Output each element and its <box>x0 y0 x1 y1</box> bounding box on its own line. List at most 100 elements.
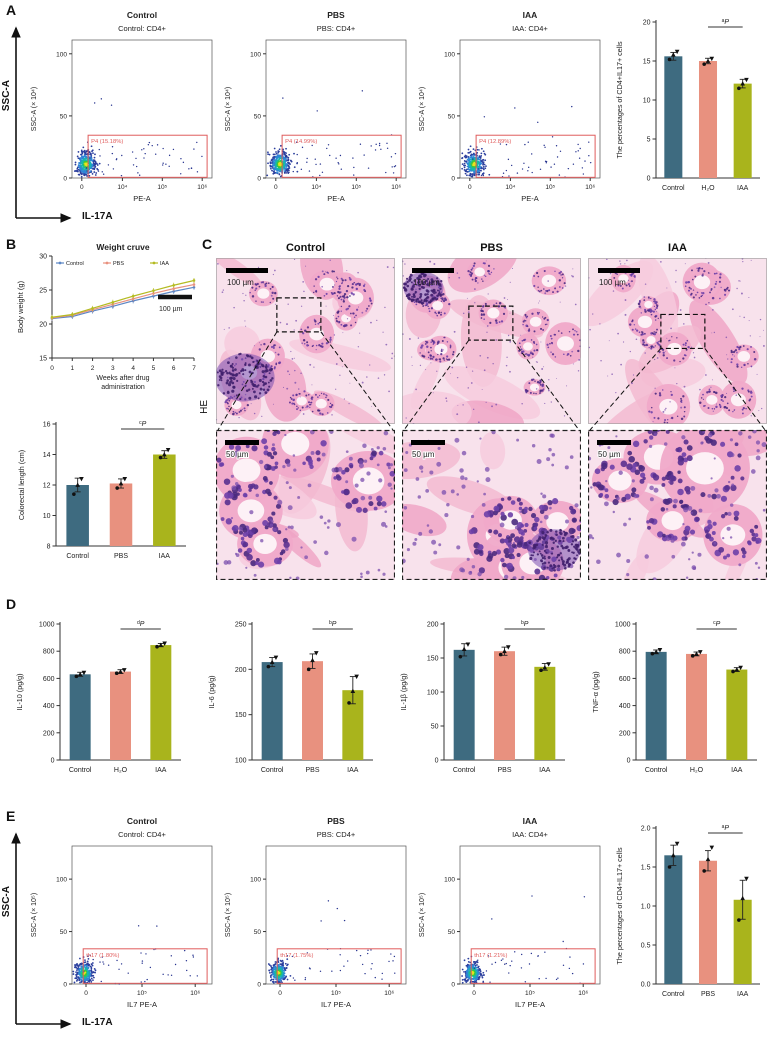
svg-text:th17 (1.75%): th17 (1.75%) <box>280 953 313 959</box>
flow-plot-a-iaa: IAA IAA: CD4+ 0 50 100 0 10⁴ 10⁵ 10⁶ PE-A SSC-A (×… <box>419 10 601 203</box>
svg-text:10: 10 <box>43 513 51 520</box>
svg-text:50: 50 <box>431 724 439 731</box>
svg-text:administration: administration <box>101 384 145 391</box>
svg-text:Control: Control <box>261 767 284 774</box>
svg-text:H₂O: H₂O <box>690 767 704 774</box>
panel-e-axis-arrows-icon <box>11 832 72 1029</box>
svg-text:50 µm: 50 µm <box>598 450 621 459</box>
svg-text:100: 100 <box>56 877 67 884</box>
svg-text:Control: Control <box>453 767 476 774</box>
svg-text:100 µm: 100 µm <box>159 306 183 313</box>
histology-image-control: 100 µm 50 µm <box>216 258 395 580</box>
svg-text:IAA: CD4+: IAA: CD4+ <box>512 830 548 839</box>
svg-text:800: 800 <box>619 649 631 656</box>
svg-text:10⁵: 10⁵ <box>545 184 555 191</box>
svg-text:PBS: PBS <box>497 767 511 774</box>
svg-text:8: 8 <box>47 544 51 551</box>
svg-text:PBS: CD4+: PBS: CD4+ <box>317 830 356 839</box>
bar-chart-il10: 0 200 400 600 800 1000 IL-10 (pg/g) Control H₂O I… <box>15 620 181 774</box>
line-chart-body-weight: Weight cruve 15 20 25 30 0 1 2 3 4 5 6 7 Weeks after … <box>16 242 196 391</box>
svg-text:100: 100 <box>444 51 455 58</box>
svg-text:Control: Control <box>127 816 157 826</box>
flow-plot-e-pbs: PBS PBS: CD4+ 0 50 100 0 10⁵ 10⁶ IL7 PE-A SSC-A (… <box>225 816 407 1009</box>
svg-text:1: 1 <box>70 365 74 372</box>
svg-text:0: 0 <box>274 184 278 191</box>
svg-text:0: 0 <box>468 184 472 191</box>
svg-text:IL-1β (pg/g): IL-1β (pg/g) <box>399 673 408 710</box>
histology-image-pbs: 100 µm 50 µm <box>402 258 581 580</box>
bar-chart-tnfa: 0 200 400 600 800 1000 TNF-α (pg/g) Control H₂O I… <box>591 620 757 774</box>
panel-a-xaxis-arrow-label: IL-17A <box>82 211 113 222</box>
svg-text:10⁶: 10⁶ <box>197 184 207 191</box>
svg-text:20: 20 <box>39 322 47 329</box>
svg-text:10⁶: 10⁶ <box>190 990 200 997</box>
svg-text:IAA: IAA <box>159 553 171 560</box>
svg-text:10⁴: 10⁴ <box>311 184 321 191</box>
svg-text:1000: 1000 <box>39 622 55 629</box>
svg-text:10⁴: 10⁴ <box>505 184 515 191</box>
svg-text:100: 100 <box>250 877 261 884</box>
svg-text:50: 50 <box>60 113 68 120</box>
svg-text:Weight cruve: Weight cruve <box>96 242 149 252</box>
svg-text:200: 200 <box>619 730 631 737</box>
svg-text:3: 3 <box>111 365 115 372</box>
svg-text:Control: Control <box>69 767 92 774</box>
svg-text:10⁵: 10⁵ <box>525 990 535 997</box>
svg-text:IL7 PE-A: IL7 PE-A <box>321 1000 351 1009</box>
svg-text:7: 7 <box>192 365 196 372</box>
svg-text:P4 (12.89%): P4 (12.89%) <box>479 139 511 145</box>
svg-text:100: 100 <box>444 877 455 884</box>
svg-text:50: 50 <box>254 929 262 936</box>
svg-text:250: 250 <box>235 622 247 629</box>
panel-e-yaxis-arrow-label: SSC-A <box>1 886 12 918</box>
svg-text:5: 5 <box>152 365 156 372</box>
panel-e-xaxis-arrow-label: IL-17A <box>82 1017 113 1028</box>
svg-text:PE-A: PE-A <box>521 194 539 203</box>
svg-text:Colorectal length (cm): Colorectal length (cm) <box>17 450 26 520</box>
svg-text:30: 30 <box>39 254 47 261</box>
svg-text:IAA: IAA <box>731 767 743 774</box>
svg-text:PBS: PBS <box>114 553 128 560</box>
panel-e-label: E <box>6 808 16 824</box>
svg-text:100 µm: 100 µm <box>227 278 254 287</box>
svg-text:15: 15 <box>643 59 651 66</box>
svg-text:Body weight (g): Body weight (g) <box>16 280 25 333</box>
svg-text:100 µm: 100 µm <box>599 278 626 287</box>
svg-text:0: 0 <box>50 365 54 372</box>
bar-chart-il6: 100 150 200 250 IL-6 (pg/g) Control PBS IAA bP <box>207 620 373 774</box>
svg-text:0: 0 <box>451 982 455 989</box>
svg-text:150: 150 <box>427 656 439 663</box>
svg-text:bP: bP <box>521 620 529 628</box>
svg-text:10⁶: 10⁶ <box>391 184 401 191</box>
histology-row-label: HE <box>199 400 210 414</box>
svg-text:Control: CD4+: Control: CD4+ <box>118 830 166 839</box>
svg-text:0: 0 <box>84 990 88 997</box>
svg-text:50: 50 <box>254 113 262 120</box>
svg-text:IL7 PE-A: IL7 PE-A <box>127 1000 157 1009</box>
svg-text:th17 (1.80%): th17 (1.80%) <box>86 953 119 959</box>
svg-text:4: 4 <box>131 365 135 372</box>
panel-a-label: A <box>6 2 17 18</box>
svg-text:Control: Control <box>662 185 685 192</box>
svg-text:200: 200 <box>43 730 55 737</box>
svg-text:200: 200 <box>235 667 247 674</box>
svg-text:400: 400 <box>43 703 55 710</box>
svg-text:0: 0 <box>627 758 631 765</box>
svg-text:IAA: CD4+: IAA: CD4+ <box>512 24 548 33</box>
svg-text:0: 0 <box>257 176 261 183</box>
svg-text:bP: bP <box>329 620 337 628</box>
svg-text:10⁶: 10⁶ <box>585 184 595 191</box>
svg-text:IAA: IAA <box>737 185 749 192</box>
svg-text:cP: cP <box>713 620 721 628</box>
svg-text:800: 800 <box>43 649 55 656</box>
svg-text:IL-6 (pg/g): IL-6 (pg/g) <box>207 675 216 708</box>
svg-text:Control: Control <box>127 10 157 20</box>
svg-text:50: 50 <box>60 929 68 936</box>
svg-text:PBS: PBS <box>113 261 124 267</box>
svg-text:0: 0 <box>435 758 439 765</box>
histology-image-iaa: 100 µm 50 µm <box>588 258 767 580</box>
svg-text:Control: CD4+: Control: CD4+ <box>118 24 166 33</box>
svg-text:PE-A: PE-A <box>133 194 151 203</box>
histology-column-header-pbs: PBS <box>480 242 503 254</box>
